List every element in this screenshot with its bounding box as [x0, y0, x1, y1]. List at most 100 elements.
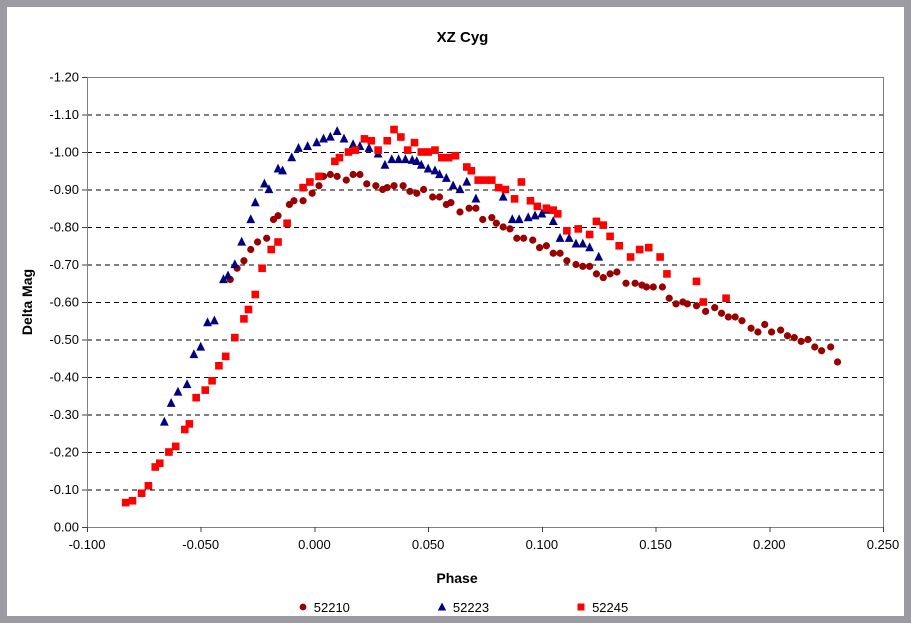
data-point-52245 [221, 352, 230, 361]
data-point-52245 [331, 157, 339, 166]
data-point-52245 [360, 135, 369, 143]
data-point-52245 [510, 195, 519, 203]
data-point-52245 [121, 498, 130, 507]
data-point-52210 [642, 283, 651, 291]
data-point-52210 [556, 249, 564, 257]
data-point-52245 [201, 386, 210, 394]
x-tick-label: 0.250 [867, 537, 900, 552]
data-point-52223 [223, 270, 233, 280]
data-point-52210 [520, 234, 528, 242]
data-point-52223 [348, 139, 358, 149]
data-point-52245 [553, 210, 562, 218]
data-point-52223 [523, 212, 533, 222]
legend-item-52223: 52223 [436, 600, 489, 615]
data-point-52223 [412, 156, 422, 165]
data-point-52245 [451, 151, 460, 160]
data-point-52245 [692, 277, 701, 286]
data-point-52223 [578, 238, 588, 248]
data-point-52245 [494, 183, 503, 192]
legend-item-52210: 52210 [297, 600, 350, 615]
data-point-52210 [399, 182, 407, 190]
data-point-52210 [429, 193, 437, 201]
data-point-52210 [535, 244, 544, 252]
data-point-52245 [663, 270, 671, 278]
data-point-52223 [455, 184, 465, 194]
data-point-52245 [144, 481, 153, 490]
data-point-52245 [171, 442, 180, 451]
data-point-52210 [506, 225, 514, 233]
y-tick-label: -1.00 [49, 145, 79, 160]
data-point-52210 [253, 238, 262, 246]
data-point-52245 [403, 146, 412, 154]
data-point-52210 [731, 313, 739, 321]
data-point-52245 [417, 148, 426, 156]
data-point-52210 [529, 236, 537, 244]
data-point-52245 [481, 176, 489, 184]
data-point-52245 [585, 230, 594, 239]
data-point-52223 [209, 315, 219, 325]
data-point-52210 [372, 182, 380, 190]
data-point-52245 [431, 146, 439, 154]
data-point-52210 [797, 337, 805, 345]
data-point-52210 [435, 193, 444, 201]
data-point-52245 [192, 393, 200, 402]
x-tick-label: 0.150 [639, 537, 672, 552]
data-point-52210 [390, 182, 398, 190]
data-point-52210 [683, 300, 692, 308]
data-point-52223 [339, 133, 349, 143]
data-point-52245 [424, 148, 432, 156]
data-point-52223 [571, 238, 581, 248]
data-point-52245 [526, 196, 535, 205]
y-tick-label: 0.00 [54, 520, 79, 535]
data-point-52223 [173, 386, 183, 396]
data-point-52223 [319, 133, 328, 143]
data-point-52223 [364, 143, 374, 152]
data-point-52245 [151, 463, 160, 471]
data-point-52223 [380, 159, 390, 169]
data-point-52245 [549, 206, 558, 214]
triangle-marker-icon [437, 602, 447, 611]
x-axis-title: Phase [436, 570, 478, 586]
data-point-52245 [606, 232, 614, 241]
data-point-52210 [658, 283, 666, 291]
data-point-52245 [374, 146, 382, 154]
data-point-52223 [294, 143, 303, 152]
data-point-52245 [410, 138, 419, 147]
data-point-52210 [488, 214, 496, 222]
data-point-52210 [240, 257, 248, 265]
legend-label: 52210 [313, 599, 350, 615]
data-point-52223 [507, 214, 517, 224]
data-point-52210 [622, 279, 630, 287]
data-point-52245 [351, 146, 360, 154]
legend: 52210 52223 52245 [7, 597, 904, 616]
y-tick-label: -0.60 [49, 295, 79, 310]
data-point-52210 [447, 199, 455, 207]
data-point-52245 [251, 290, 260, 299]
data-point-52210 [724, 313, 732, 321]
y-tick-label: -0.80 [49, 220, 79, 235]
data-point-52245 [155, 459, 164, 468]
x-tick-label: 0.050 [412, 537, 445, 552]
y-tick-label: -0.10 [49, 482, 79, 497]
data-point-52223 [555, 233, 565, 242]
data-point-52210 [649, 283, 657, 291]
data-point-52245 [517, 178, 526, 186]
data-point-52210 [738, 317, 746, 325]
data-point-52223 [246, 214, 256, 224]
data-point-52210 [456, 208, 464, 216]
data-point-52223 [430, 165, 440, 175]
data-point-52223 [585, 242, 595, 252]
data-point-52245 [615, 241, 623, 250]
legend-item-52245: 52245 [575, 600, 628, 615]
data-point-52223 [250, 197, 260, 207]
data-point-52210 [465, 204, 473, 212]
data-point-52223 [423, 163, 433, 173]
data-point-52223 [166, 398, 176, 407]
data-point-52210 [342, 176, 350, 184]
x-tick-label: 0.200 [753, 537, 786, 552]
data-point-52245 [542, 204, 551, 213]
data-point-52245 [335, 153, 344, 162]
data-point-52210 [274, 212, 282, 220]
data-point-52245 [599, 221, 608, 229]
data-point-52210 [299, 197, 307, 205]
